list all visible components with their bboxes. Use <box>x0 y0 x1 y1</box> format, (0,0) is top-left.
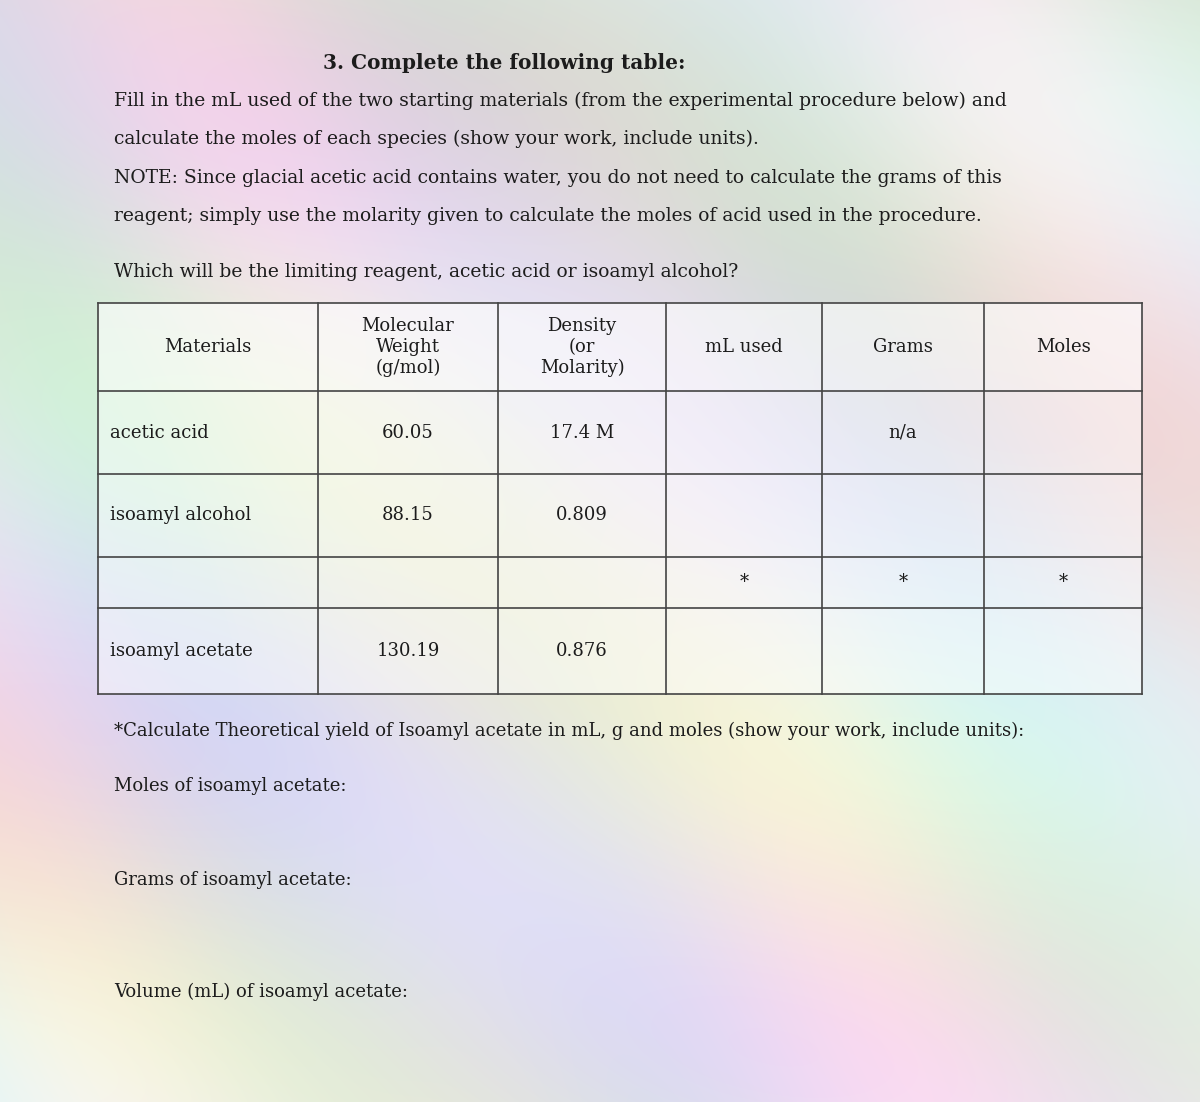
Text: Materials: Materials <box>164 338 252 356</box>
Text: 17.4 M: 17.4 M <box>550 423 614 442</box>
Text: NOTE: Since glacial acetic acid contains water, you do not need to calculate the: NOTE: Since glacial acetic acid contains… <box>114 169 1002 187</box>
Text: n/a: n/a <box>889 423 917 442</box>
Text: *: * <box>899 573 907 592</box>
Bar <box>98 303 1142 694</box>
Text: *: * <box>1058 573 1068 592</box>
Text: *: * <box>739 573 749 592</box>
Text: mL used: mL used <box>706 338 782 356</box>
Text: 60.05: 60.05 <box>382 423 434 442</box>
Text: 3. Complete the following table:: 3. Complete the following table: <box>323 53 685 73</box>
Text: 0.876: 0.876 <box>556 642 608 660</box>
Text: 130.19: 130.19 <box>377 642 439 660</box>
Bar <box>98 303 1142 391</box>
Text: Grams of isoamyl acetate:: Grams of isoamyl acetate: <box>114 871 352 888</box>
Text: Which will be the limiting reagent, acetic acid or isoamyl alcohol?: Which will be the limiting reagent, acet… <box>114 262 738 281</box>
Text: acetic acid: acetic acid <box>110 423 209 442</box>
Text: Volume (mL) of isoamyl acetate:: Volume (mL) of isoamyl acetate: <box>114 983 408 1002</box>
Text: Density
(or
Molarity): Density (or Molarity) <box>540 317 624 377</box>
Text: Moles: Moles <box>1036 338 1091 356</box>
Text: 88.15: 88.15 <box>382 506 434 525</box>
Text: Fill in the mL used of the two starting materials (from the experimental procedu: Fill in the mL used of the two starting … <box>114 93 1007 110</box>
Text: Molecular
Weight
(g/mol): Molecular Weight (g/mol) <box>361 317 455 377</box>
Text: Moles of isoamyl acetate:: Moles of isoamyl acetate: <box>114 777 347 795</box>
Text: *Calculate Theoretical yield of Isoamyl acetate in mL, g and moles (show your wo: *Calculate Theoretical yield of Isoamyl … <box>114 722 1025 741</box>
Text: Grams: Grams <box>874 338 932 356</box>
Text: isoamyl acetate: isoamyl acetate <box>110 642 253 660</box>
Text: isoamyl alcohol: isoamyl alcohol <box>110 506 252 525</box>
Text: reagent; simply use the molarity given to calculate the moles of acid used in th: reagent; simply use the molarity given t… <box>114 206 982 225</box>
Text: calculate the moles of each species (show your work, include units).: calculate the moles of each species (sho… <box>114 130 758 148</box>
Text: 0.809: 0.809 <box>556 506 608 525</box>
